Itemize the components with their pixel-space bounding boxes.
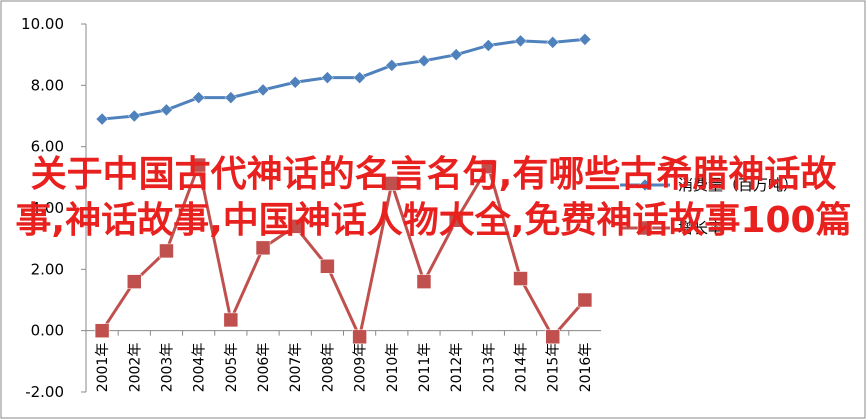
point xyxy=(514,34,527,48)
point xyxy=(94,323,110,338)
x-tick-label: 2005年 xyxy=(224,343,240,393)
point xyxy=(224,91,238,104)
x-tick-label: 2006年 xyxy=(256,343,272,393)
x-tick-label: 2001年 xyxy=(95,343,111,393)
point xyxy=(353,71,366,85)
point xyxy=(223,312,239,328)
point xyxy=(417,54,431,68)
point xyxy=(321,71,334,85)
point xyxy=(448,213,464,228)
series-line xyxy=(101,37,586,121)
x-tick-label: 2015年 xyxy=(546,343,562,393)
point xyxy=(481,39,495,52)
point xyxy=(385,59,399,72)
point xyxy=(255,240,271,256)
point xyxy=(127,109,141,123)
point xyxy=(287,219,303,234)
y-tick-label: 0.00 xyxy=(31,322,64,340)
x-tick-label: 2004年 xyxy=(192,343,208,393)
point xyxy=(513,271,528,286)
x-tick-label: 2014年 xyxy=(514,343,530,393)
series-line xyxy=(100,159,587,342)
point xyxy=(637,220,653,236)
point xyxy=(578,32,592,46)
point xyxy=(449,48,463,62)
x-tick-label: 2009年 xyxy=(353,343,369,393)
point xyxy=(159,243,174,259)
x-tick-label: 2008年 xyxy=(320,343,336,393)
point xyxy=(416,274,432,289)
point xyxy=(577,292,593,308)
y-tick-label: 2.00 xyxy=(31,260,64,278)
x-tick-label: 2013年 xyxy=(481,343,497,393)
overlay-title: 关于中国古代神话的名言名句,有哪些古希腊神话故事,神话故事,中国神话人物大全,免… xyxy=(15,154,852,241)
point xyxy=(545,329,560,345)
point xyxy=(191,157,206,173)
point xyxy=(192,91,206,104)
point xyxy=(95,112,109,126)
y-tick-label: 4.00 xyxy=(31,199,64,217)
legend-label: 增长率 xyxy=(678,219,723,237)
x-tick-label: 2016年 xyxy=(578,343,594,393)
legend-label: 消费量（百万吨） xyxy=(678,176,798,194)
x-tick-label: 2010年 xyxy=(385,343,401,393)
point xyxy=(288,75,302,89)
y-tick-label: 6.00 xyxy=(31,138,64,156)
x-tick-label: 2007年 xyxy=(288,343,304,393)
point xyxy=(160,103,173,117)
point xyxy=(127,274,142,289)
y-tick-label: 8.00 xyxy=(31,76,64,94)
x-tick-label: 2012年 xyxy=(449,343,465,393)
point xyxy=(546,36,560,49)
point xyxy=(638,178,652,192)
x-tick-label: 2002年 xyxy=(127,343,143,393)
y-tick-label: -2.00 xyxy=(25,383,64,401)
x-tick-label: 2003年 xyxy=(159,343,175,393)
point xyxy=(320,259,335,274)
point xyxy=(256,83,270,97)
x-tick-label: 2011年 xyxy=(417,343,433,393)
point xyxy=(384,176,400,191)
point xyxy=(481,159,496,174)
y-tick-label: 10.00 xyxy=(21,15,64,33)
point xyxy=(352,329,367,345)
